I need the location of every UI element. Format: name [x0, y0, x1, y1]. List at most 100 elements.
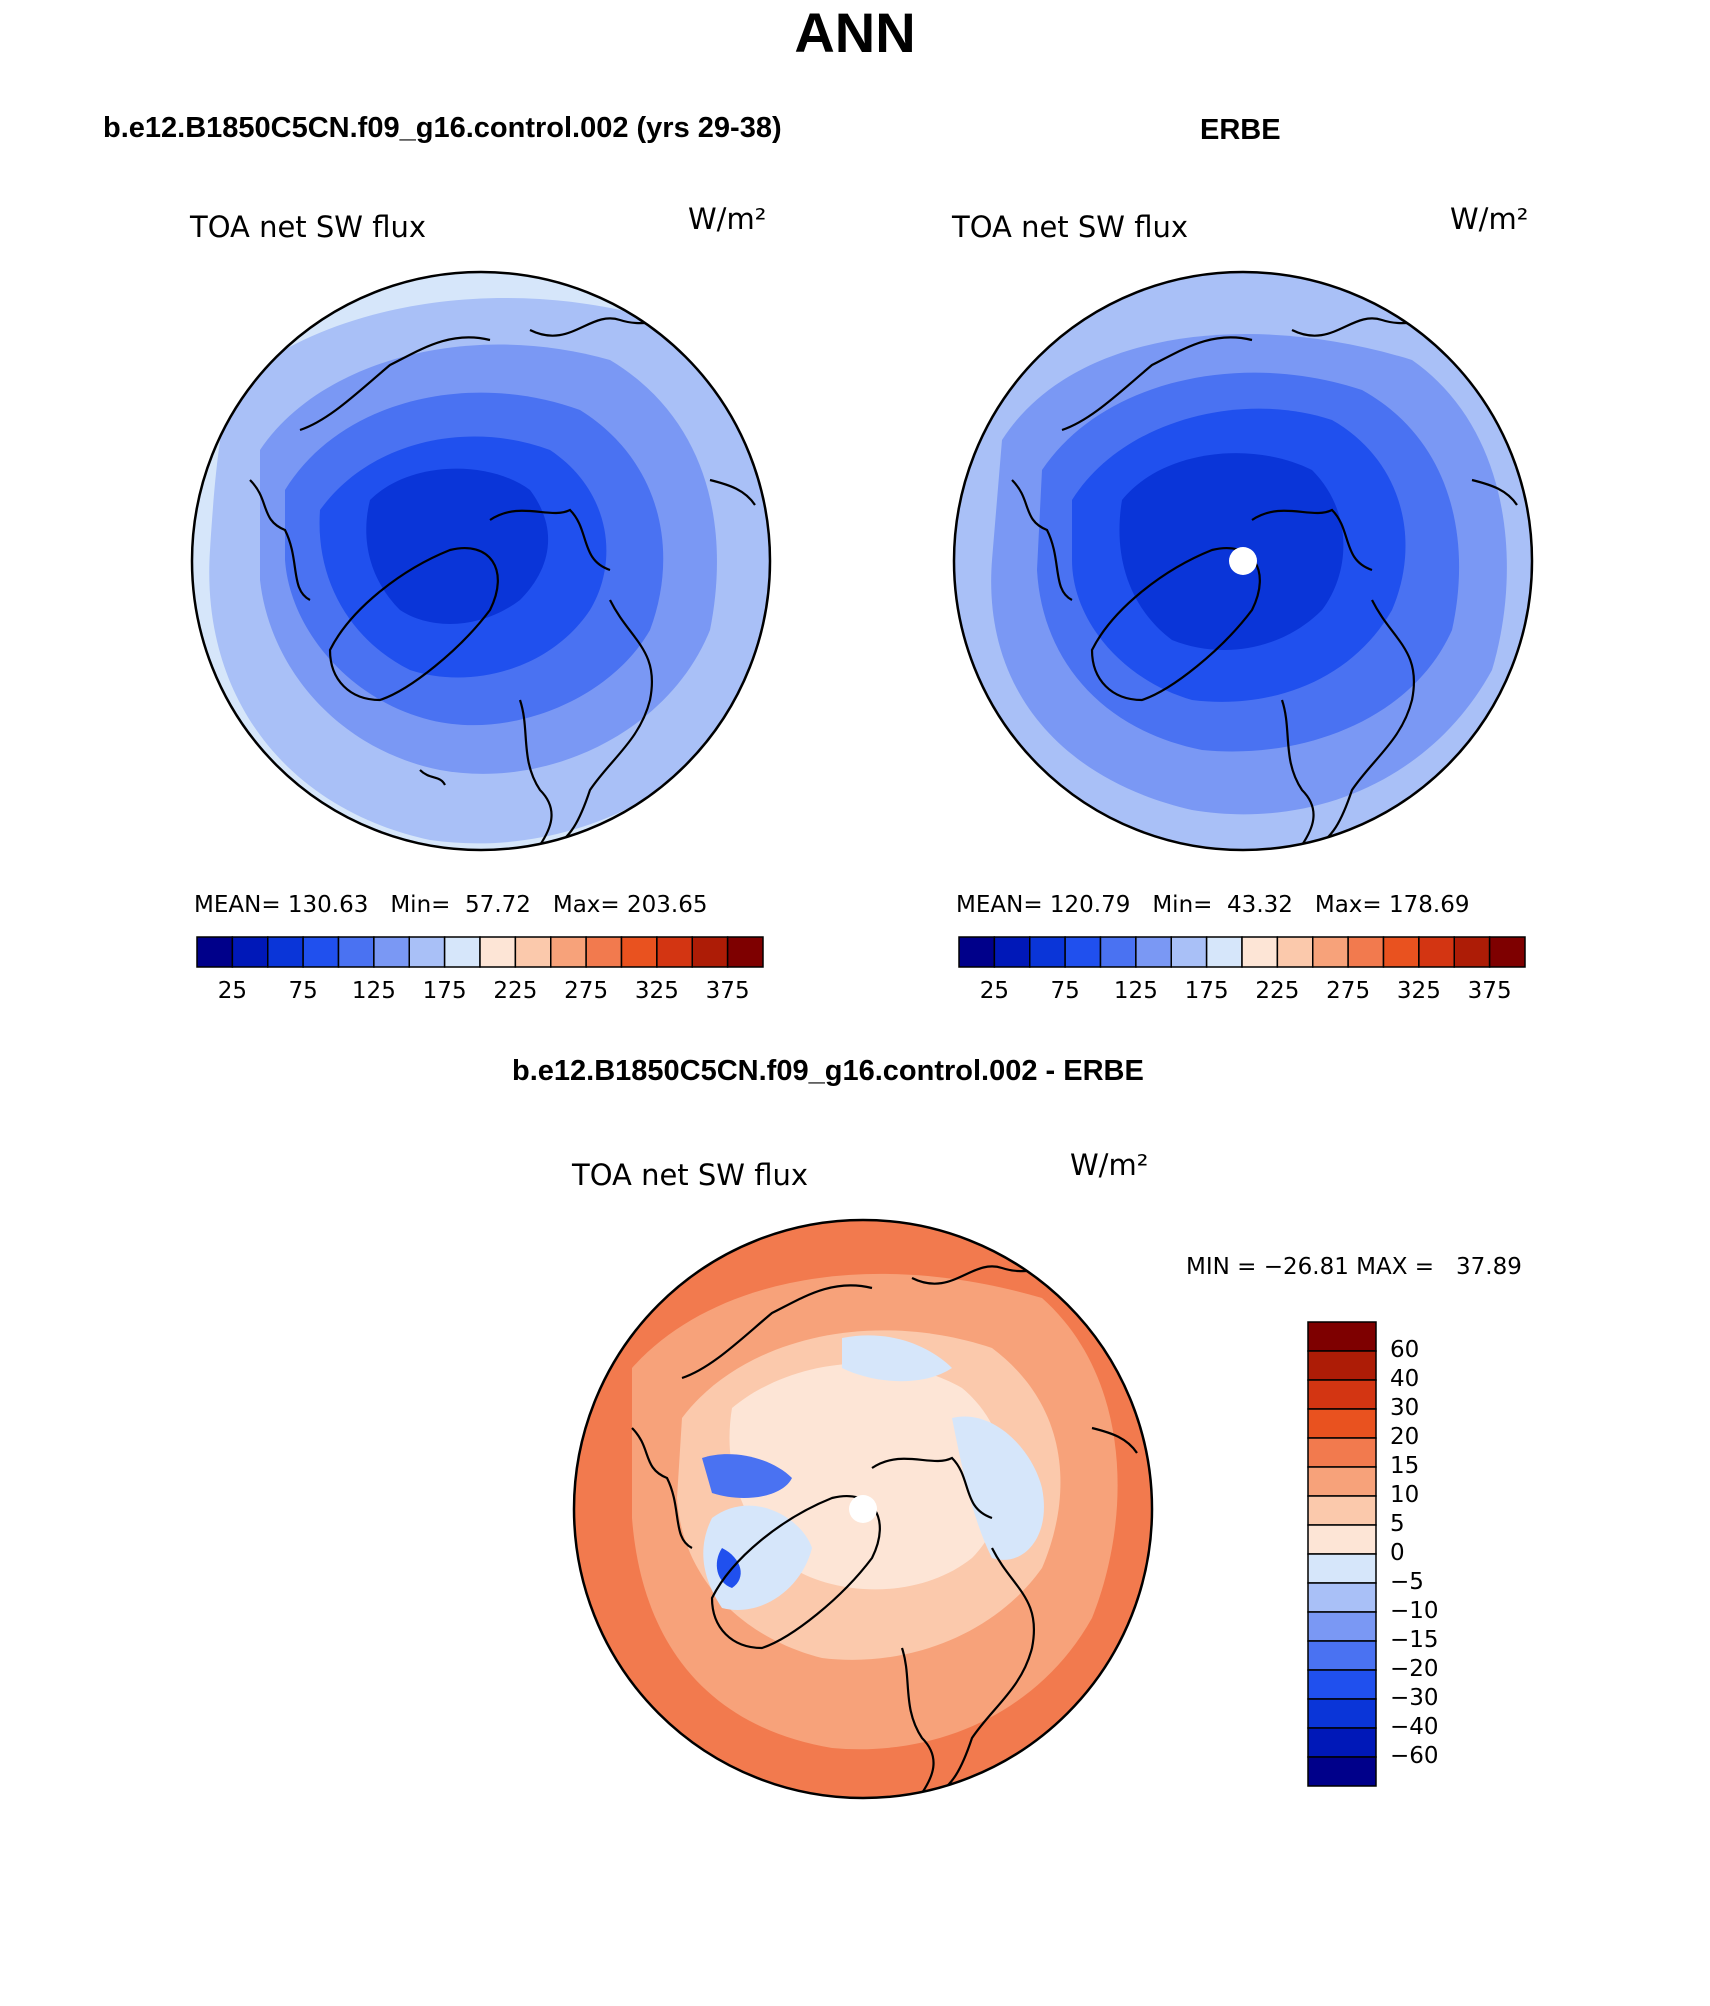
colorbar-level-label: 15 — [1390, 1453, 1420, 1479]
colorbar-cell — [479, 936, 517, 968]
colorbar-cell — [1307, 1408, 1377, 1439]
colorbar-cell — [337, 936, 375, 968]
figure-title: ANN — [794, 1, 916, 64]
obs-coastlines — [1011, 317, 1518, 850]
colorbar-cell — [656, 936, 693, 968]
colorbar-tick-label: 325 — [1396, 978, 1441, 1004]
colorbar-cell — [1029, 936, 1066, 968]
diff-minmax: MIN = −26.81 MAX = 37.89 — [1186, 1254, 1522, 1280]
colorbar-cell — [1170, 936, 1208, 968]
colorbar-cell — [302, 936, 340, 968]
model-polar-map — [190, 270, 772, 852]
diff-colorbar-levels: 60 40 30 20 15 10 5 0 −5 −10 −15 −20 −30 −40 −60 — [1390, 1322, 1470, 1786]
colorbar-cell — [408, 936, 446, 968]
colorbar-cell — [1307, 1553, 1377, 1584]
diff-units-label: W/m² — [1070, 1148, 1149, 1182]
colorbar-cell — [1064, 936, 1102, 968]
model-field-band — [366, 468, 549, 624]
diff-colorbar — [1307, 1321, 1377, 1787]
colorbar-level-label: 5 — [1390, 1511, 1405, 1537]
colorbar-cell — [1307, 1640, 1377, 1671]
model-colorbar-ticks: 25 75 125 175 225 275 325 375 — [197, 978, 763, 1008]
colorbar-cell — [726, 936, 764, 968]
model-colorbar — [196, 936, 764, 968]
colorbar-cell — [1099, 936, 1137, 968]
colorbar-cell — [1307, 1611, 1377, 1642]
diff-field-band — [702, 1454, 792, 1498]
obs-polar-map — [952, 270, 1534, 852]
obs-panel-heading: ERBE — [1200, 114, 1281, 146]
obs-missing-pole — [1229, 547, 1257, 575]
colorbar-tick-label: 125 — [351, 978, 396, 1004]
colorbar-cell — [691, 936, 729, 968]
colorbar-cell — [231, 936, 269, 968]
colorbar-tick-label: 25 — [979, 978, 1010, 1004]
colorbar-tick-label: 25 — [217, 978, 248, 1004]
colorbar-level-label: 30 — [1390, 1395, 1420, 1421]
colorbar-cell — [1307, 1727, 1377, 1758]
obs-colorbar-ticks: 25 75 125 175 225 275 325 375 — [959, 978, 1525, 1008]
colorbar-cell — [267, 936, 304, 968]
colorbar-cell — [373, 936, 410, 968]
colorbar-cell — [1307, 1582, 1377, 1613]
diff-field-band — [952, 1416, 1044, 1560]
colorbar-level-label: 20 — [1390, 1424, 1420, 1450]
colorbar-cell — [1307, 1669, 1377, 1700]
colorbar-level-label: −5 — [1390, 1569, 1424, 1595]
colorbar-cell — [1307, 1350, 1377, 1381]
obs-colorbar — [958, 936, 1526, 968]
colorbar-tick-label: 75 — [288, 978, 318, 1004]
colorbar-level-label: −40 — [1390, 1714, 1439, 1740]
colorbar-cell — [1307, 1321, 1377, 1352]
colorbar-cell — [1453, 936, 1491, 968]
colorbar-cell — [550, 936, 587, 968]
diff-polar-map — [572, 1218, 1154, 1800]
diff-field-band — [842, 1335, 952, 1382]
colorbar-cell — [1488, 936, 1526, 968]
colorbar-cell — [993, 936, 1031, 968]
diff-panel-heading: b.e12.B1850C5CN.f09_g16.control.002 - ER… — [512, 1055, 1144, 1087]
colorbar-level-label: −20 — [1390, 1656, 1439, 1682]
colorbar-tick-label: 275 — [564, 978, 609, 1004]
colorbar-level-label: 40 — [1390, 1366, 1420, 1392]
colorbar-level-label: −60 — [1390, 1743, 1439, 1769]
colorbar-cell — [443, 936, 481, 968]
obs-units-label: W/m² — [1450, 202, 1529, 236]
colorbar-cell — [1276, 936, 1314, 968]
colorbar-cell — [1307, 1379, 1377, 1410]
colorbar-level-label: −15 — [1390, 1627, 1439, 1653]
colorbar-tick-label: 225 — [1255, 978, 1300, 1004]
colorbar-cell — [1347, 936, 1385, 968]
colorbar-cell — [1307, 1495, 1377, 1526]
colorbar-level-label: 10 — [1390, 1482, 1420, 1508]
colorbar-level-label: 60 — [1390, 1337, 1420, 1363]
colorbar-cell — [514, 936, 552, 968]
colorbar-cell — [1307, 1756, 1377, 1787]
colorbar-level-label: −30 — [1390, 1685, 1439, 1711]
colorbar-cell — [1312, 936, 1349, 968]
model-panel-heading: b.e12.B1850C5CN.f09_g16.control.002 (yrs… — [103, 112, 782, 144]
colorbar-cell — [585, 936, 623, 968]
colorbar-cell — [1307, 1466, 1377, 1497]
diff-variable-label: TOA net SW flux — [572, 1158, 809, 1192]
colorbar-tick-label: 175 — [1184, 978, 1229, 1004]
colorbar-tick-label: 75 — [1050, 978, 1080, 1004]
colorbar-tick-label: 375 — [1467, 978, 1512, 1004]
model-variable-label: TOA net SW flux — [190, 210, 427, 244]
colorbar-cell — [1241, 936, 1279, 968]
colorbar-cell — [1382, 936, 1420, 968]
colorbar-tick-label: 225 — [493, 978, 538, 1004]
model-stats: MEAN= 130.63 Min= 57.72 Max= 203.65 — [194, 892, 708, 918]
diff-missing-pole — [849, 1495, 877, 1523]
obs-stats: MEAN= 120.79 Min= 43.32 Max= 178.69 — [956, 892, 1470, 918]
colorbar-cell — [196, 936, 234, 968]
colorbar-tick-label: 375 — [705, 978, 750, 1004]
colorbar-cell — [958, 936, 996, 968]
colorbar-cell — [1418, 936, 1455, 968]
colorbar-cell — [1307, 1437, 1377, 1468]
obs-field-band — [1119, 453, 1344, 650]
colorbar-tick-label: 125 — [1113, 978, 1158, 1004]
colorbar-cell — [620, 936, 658, 968]
colorbar-cell — [1205, 936, 1243, 968]
colorbar-level-label: −10 — [1390, 1598, 1439, 1624]
